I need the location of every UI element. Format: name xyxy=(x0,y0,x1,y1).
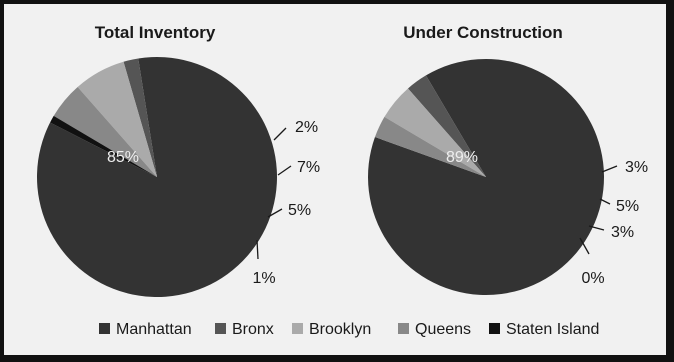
legend-swatch-queens xyxy=(398,323,409,334)
leader-line-queens xyxy=(588,225,605,231)
slice-label-brooklyn: 7% xyxy=(297,159,320,176)
legend-swatch-bronx xyxy=(215,323,226,334)
slice-bronx xyxy=(123,58,157,178)
leader-line-bronx xyxy=(273,127,287,141)
slice-brooklyn xyxy=(384,88,486,177)
legend-swatch-brooklyn xyxy=(292,323,303,334)
legend-swatch-manhattan xyxy=(99,323,110,334)
legend-item-bronx: Bronx xyxy=(215,321,274,338)
leader-line-brooklyn xyxy=(599,198,611,205)
slice-manhattan xyxy=(368,58,605,295)
slice-label-staten-island: 0% xyxy=(581,270,604,287)
legend-swatch-staten-island xyxy=(489,323,500,334)
leader-line-staten-island xyxy=(579,237,590,255)
slice-staten-island xyxy=(50,115,157,177)
legend-label-manhattan: Manhattan xyxy=(116,321,192,338)
leader-line-brooklyn xyxy=(277,165,292,176)
slice-label-bronx: 2% xyxy=(295,119,318,136)
legend-item-brooklyn: Brooklyn xyxy=(292,321,371,338)
slice-label-staten-island: 1% xyxy=(252,270,275,287)
slice-label-manhattan: 89% xyxy=(446,149,478,166)
leader-line-queens xyxy=(267,208,283,218)
pie-charts-figure: Total Inventory Under Construction 85% 2%… xyxy=(36,23,648,338)
chart-frame: Total Inventory Under Construction 85% 2%… xyxy=(4,4,666,355)
leader-line-staten-island xyxy=(256,239,259,260)
slice-label-queens: 3% xyxy=(611,224,634,241)
leader-line-bronx xyxy=(601,165,618,173)
slice-brooklyn xyxy=(77,61,157,178)
legend-label-brooklyn: Brooklyn xyxy=(309,321,371,338)
legend-item-staten-island: Staten Island xyxy=(489,321,599,338)
slice-queens xyxy=(53,86,157,177)
slice-manhattan xyxy=(36,57,277,298)
legend-item-queens: Queens xyxy=(398,321,471,338)
slice-label-manhattan: 85% xyxy=(107,149,139,166)
slice-label-bronx: 3% xyxy=(625,159,648,176)
legend-label-staten-island: Staten Island xyxy=(506,321,599,338)
slice-bronx xyxy=(407,75,486,177)
slice-label-brooklyn: 5% xyxy=(616,198,639,215)
legend-label-queens: Queens xyxy=(415,321,471,338)
pie-chart-total-inventory: 85% 2% 7% 5% 1% xyxy=(36,57,320,298)
chart-title-total-inventory: Total Inventory xyxy=(95,23,216,42)
legend-item-manhattan: Manhattan xyxy=(99,321,192,338)
slice-label-queens: 5% xyxy=(288,202,311,219)
pie-chart-under-construction: 89% 3% 5% 3% 0% xyxy=(368,58,648,295)
legend-label-bronx: Bronx xyxy=(232,321,274,338)
legend: Manhattan Bronx Brooklyn Queens Staten Islan… xyxy=(99,321,599,338)
chart-title-under-construction: Under Construction xyxy=(403,23,563,42)
slice-queens xyxy=(374,116,486,177)
